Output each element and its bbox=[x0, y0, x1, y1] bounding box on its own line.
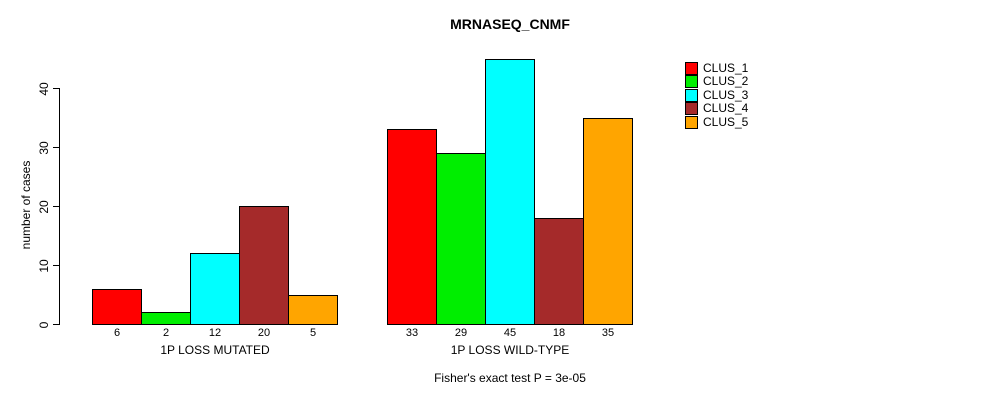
y-tick bbox=[53, 265, 59, 266]
y-tick-label: 0 bbox=[37, 321, 51, 328]
bar-clus_5-group2 bbox=[583, 117, 633, 325]
y-axis-line bbox=[59, 88, 60, 325]
y-tick-label: 20 bbox=[37, 199, 51, 214]
y-tick-label: 30 bbox=[37, 140, 51, 155]
fisher-test-note: Fisher's exact test P = 3e-05 bbox=[434, 371, 586, 385]
bar-value-label: 35 bbox=[601, 327, 615, 339]
bar-value-label: 45 bbox=[503, 327, 517, 339]
y-tick bbox=[53, 324, 59, 325]
bar-clus_3-group2 bbox=[485, 58, 535, 325]
bar-value-label: 18 bbox=[552, 327, 566, 339]
group-label: 1P LOSS WILD-TYPE bbox=[450, 343, 570, 357]
bar-clus_5-group1 bbox=[288, 294, 338, 325]
y-tick-label: 10 bbox=[37, 258, 51, 273]
bar-value-label: 12 bbox=[208, 327, 222, 339]
bar-value-label: 33 bbox=[405, 327, 419, 339]
bar-clus_3-group1 bbox=[190, 253, 240, 325]
y-tick bbox=[53, 88, 59, 89]
bar-value-label: 6 bbox=[113, 327, 121, 339]
bar-clus_2-group2 bbox=[436, 152, 486, 325]
bar-value-label: 29 bbox=[454, 327, 468, 339]
bar-clus_4-group1 bbox=[239, 206, 289, 325]
y-tick-label: 40 bbox=[37, 81, 51, 96]
y-tick bbox=[53, 147, 59, 148]
bar-clus_1-group1 bbox=[92, 288, 142, 325]
y-tick bbox=[53, 206, 59, 207]
bar-clus_1-group2 bbox=[387, 129, 437, 325]
bar-clus_4-group2 bbox=[534, 217, 584, 325]
bar-clus_2-group1 bbox=[141, 312, 191, 325]
bar-value-label: 20 bbox=[257, 327, 271, 339]
bar-value-label: 5 bbox=[309, 327, 317, 339]
chart-title: MRNASEQ_CNMF bbox=[450, 16, 570, 32]
bar-value-label: 2 bbox=[162, 327, 170, 339]
group-label: 1P LOSS MUTATED bbox=[160, 343, 270, 357]
